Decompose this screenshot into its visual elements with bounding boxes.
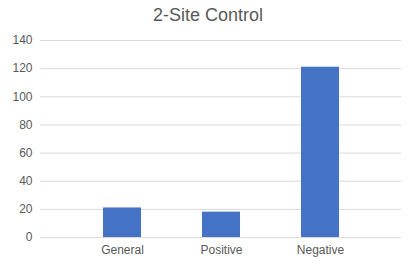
svg-text:Positive: Positive [200,243,242,257]
svg-text:80: 80 [19,118,33,132]
svg-text:Negative: Negative [297,243,345,257]
svg-text:0: 0 [26,230,33,244]
svg-text:60: 60 [19,146,33,160]
svg-text:140: 140 [12,33,32,47]
svg-text:100: 100 [12,90,32,104]
svg-text:40: 40 [19,174,33,188]
svg-text:20: 20 [19,202,33,216]
svg-text:General: General [101,243,144,257]
html-text:2-Site Control: 2-Site Control [153,5,263,25]
svg-text:120: 120 [12,61,32,75]
